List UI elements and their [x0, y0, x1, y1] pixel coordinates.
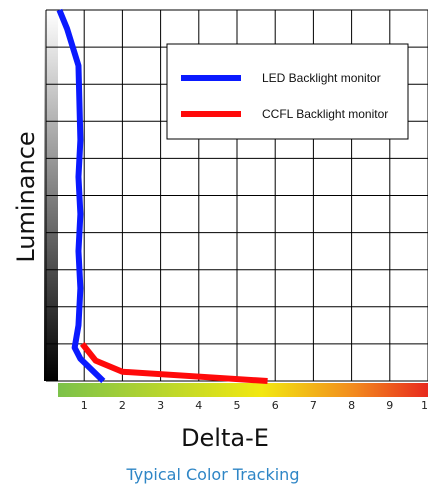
series-line-ccfl [79, 342, 268, 384]
x-tick-label: 4 [195, 399, 202, 412]
x-tick-label: 3 [157, 399, 164, 412]
x-tick-label: 5 [234, 399, 241, 412]
x-tick-label: 6 [272, 399, 279, 412]
x-tick-label: 9 [386, 399, 393, 412]
legend-label-led: LED Backlight monitor [262, 71, 381, 85]
y-axis-title: Luminance [12, 131, 40, 262]
x-tick-label: 1 [81, 399, 88, 412]
legend-label-ccfl: CCFL Backlight monitor [262, 107, 388, 121]
x-axis-title: Delta-E [181, 424, 269, 452]
series-line-led [56, 8, 106, 384]
delta-e-gradient-bar [58, 383, 428, 397]
x-tick-label: 2 [119, 399, 126, 412]
x-tick-labels: 1 2 3 4 5 6 7 8 9 10 [81, 399, 428, 412]
x-tick-label: 10 [421, 399, 428, 412]
legend-box [166, 43, 409, 140]
x-tick-label: 7 [310, 399, 317, 412]
series-lines [56, 8, 268, 384]
x-tick-label: 8 [348, 399, 355, 412]
legend: LED Backlight monitor CCFL Backlight mon… [166, 43, 409, 140]
chart-caption: Typical Color Tracking [126, 465, 300, 484]
